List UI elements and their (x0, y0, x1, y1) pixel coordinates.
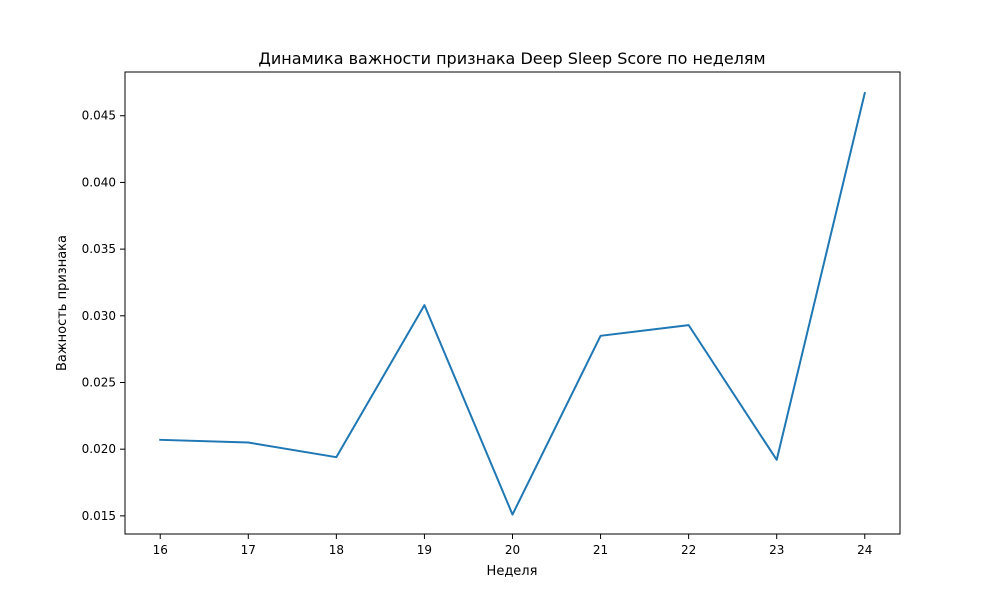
series-layer (159, 91, 866, 516)
y-tick-label: 0.015 (82, 509, 116, 523)
x-axis-label: Неделя (487, 564, 538, 579)
x-tick-label: 20 (505, 543, 520, 557)
x-tick-label: 18 (329, 543, 344, 557)
y-tick-label: 0.045 (82, 109, 116, 123)
y-tick-label: 0.020 (82, 442, 116, 456)
x-tick-label: 16 (153, 543, 168, 557)
y-tick-label: 0.025 (82, 375, 116, 389)
chart-title: Динамика важности признака Deep Sleep Sc… (258, 49, 765, 68)
y-axis-ticks: 0.015 0.020 0.025 0.030 0.035 0.040 0.045 (82, 109, 125, 523)
x-tick-label: 24 (857, 543, 872, 557)
y-tick-label: 0.040 (82, 175, 116, 189)
y-tick-label: 0.035 (82, 242, 116, 256)
x-tick-label: 21 (593, 543, 608, 557)
y-tick-label: 0.030 (82, 309, 116, 323)
y-axis-label: Важность признака (55, 235, 70, 371)
x-tick-label: 23 (769, 543, 784, 557)
x-tick-label: 19 (417, 543, 432, 557)
x-tick-label: 22 (681, 543, 696, 557)
plot-frame (124, 71, 901, 535)
x-tick-label: 17 (241, 543, 256, 557)
plot-area: 16 17 18 19 20 21 22 23 24 0.0150.0200.0250.0300… (82, 71, 901, 557)
x-axis-ticks: 16 17 18 19 20 21 22 23 24 (153, 534, 872, 557)
series-line-0 (159, 91, 866, 516)
